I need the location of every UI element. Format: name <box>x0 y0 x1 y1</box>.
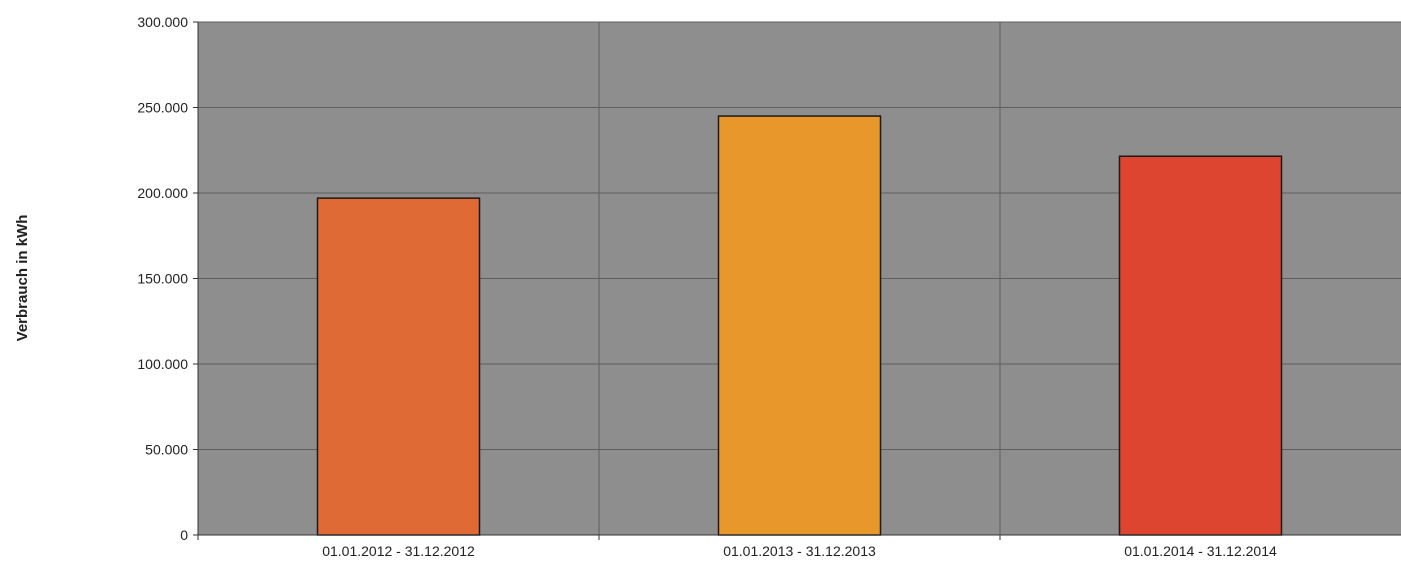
bar <box>717 115 882 536</box>
y-tick-label: 250.000 <box>137 100 188 116</box>
y-tick-label: 150.000 <box>137 271 188 287</box>
x-tick-label: 01.01.2012 - 31.12.2012 <box>322 543 475 559</box>
y-tick-label: 0 <box>180 527 188 543</box>
y-axis-title: Verbrauch in kWh <box>14 215 31 342</box>
bars <box>316 115 1283 536</box>
x-tick-label: 01.01.2013 - 31.12.2013 <box>723 543 876 559</box>
y-tick-label: 50.000 <box>145 442 188 458</box>
bar <box>316 197 481 536</box>
bar <box>1118 155 1283 536</box>
x-tick-label: 01.01.2014 - 31.12.2014 <box>1124 543 1277 559</box>
axes: 0 50.000 100.000 150.000 200.000 250.000 300.0… <box>137 14 1401 559</box>
y-tick-label: 100.000 <box>137 356 188 372</box>
y-tick-label: 300.000 <box>137 14 188 30</box>
y-tick-label: 200.000 <box>137 185 188 201</box>
